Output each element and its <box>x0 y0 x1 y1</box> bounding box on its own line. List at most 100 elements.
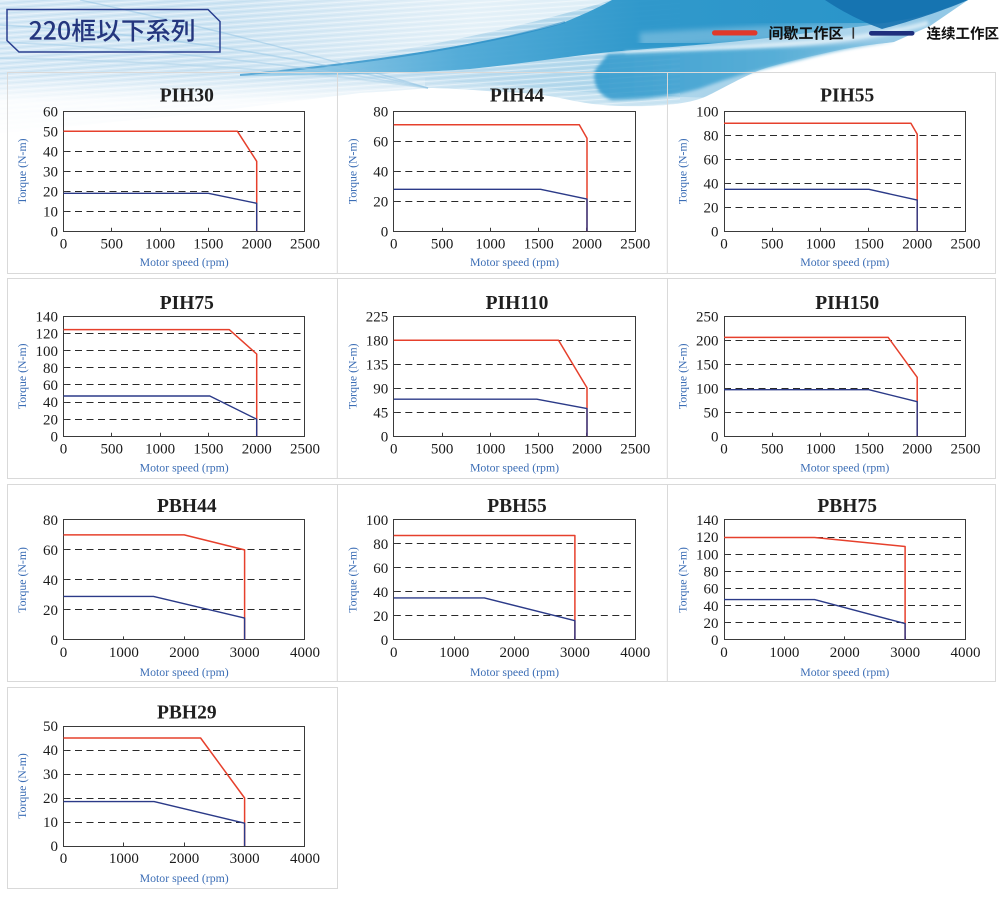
svg-text:Torque (N-m): Torque (N-m) <box>15 343 29 409</box>
svg-text:Motor speed (rpm): Motor speed (rpm) <box>800 460 889 474</box>
svg-text:PBH75: PBH75 <box>817 496 877 517</box>
svg-text:20: 20 <box>43 791 58 807</box>
svg-text:500: 500 <box>761 237 784 253</box>
svg-text:3000: 3000 <box>230 645 260 661</box>
svg-text:0: 0 <box>60 442 68 458</box>
svg-text:500: 500 <box>431 442 454 458</box>
svg-text:40: 40 <box>43 743 58 759</box>
svg-text:50: 50 <box>43 719 58 735</box>
svg-text:50: 50 <box>43 125 58 141</box>
svg-text:0: 0 <box>390 645 398 661</box>
svg-text:500: 500 <box>101 442 124 458</box>
svg-text:Torque (N-m): Torque (N-m) <box>676 343 690 409</box>
svg-text:250: 250 <box>696 310 719 326</box>
svg-text:2500: 2500 <box>290 442 320 458</box>
svg-text:20: 20 <box>43 185 58 201</box>
svg-text:20: 20 <box>704 616 719 632</box>
svg-text:3000: 3000 <box>560 645 590 661</box>
svg-text:1000: 1000 <box>109 851 139 867</box>
svg-text:PBH55: PBH55 <box>487 496 547 517</box>
svg-text:120: 120 <box>36 327 59 343</box>
svg-text:0: 0 <box>720 645 728 661</box>
svg-text:Torque (N-m): Torque (N-m) <box>345 343 359 409</box>
svg-text:2500: 2500 <box>951 237 981 253</box>
svg-text:140: 140 <box>36 310 59 326</box>
svg-text:30: 30 <box>43 165 58 181</box>
svg-text:Motor speed (rpm): Motor speed (rpm) <box>140 665 229 679</box>
svg-text:0: 0 <box>51 225 59 241</box>
svg-text:30: 30 <box>43 767 58 783</box>
svg-text:0: 0 <box>720 442 728 458</box>
svg-text:1000: 1000 <box>439 645 469 661</box>
svg-text:100: 100 <box>696 105 719 121</box>
svg-text:1000: 1000 <box>109 645 139 661</box>
svg-text:0: 0 <box>390 442 398 458</box>
svg-text:40: 40 <box>704 599 719 615</box>
svg-text:40: 40 <box>373 585 388 601</box>
svg-text:0: 0 <box>381 633 389 649</box>
svg-text:2500: 2500 <box>951 442 981 458</box>
svg-text:0: 0 <box>51 633 59 649</box>
svg-text:Torque (N-m): Torque (N-m) <box>15 753 29 819</box>
svg-text:140: 140 <box>696 513 719 529</box>
svg-text:40: 40 <box>43 145 58 161</box>
svg-text:50: 50 <box>704 406 719 422</box>
svg-text:20: 20 <box>43 412 58 428</box>
svg-text:40: 40 <box>704 177 719 193</box>
svg-text:2000: 2000 <box>500 645 530 661</box>
svg-text:2500: 2500 <box>290 237 320 253</box>
svg-text:180: 180 <box>366 334 389 350</box>
svg-text:0: 0 <box>381 430 389 446</box>
svg-text:3000: 3000 <box>890 645 920 661</box>
svg-text:20: 20 <box>704 201 719 217</box>
svg-text:2000: 2000 <box>169 645 199 661</box>
svg-text:10: 10 <box>43 205 58 221</box>
svg-text:1000: 1000 <box>145 442 175 458</box>
svg-text:3000: 3000 <box>230 851 260 867</box>
svg-text:Motor speed (rpm): Motor speed (rpm) <box>800 665 889 679</box>
svg-text:1500: 1500 <box>524 442 554 458</box>
svg-text:1000: 1000 <box>145 237 175 253</box>
svg-text:0: 0 <box>711 430 719 446</box>
svg-text:60: 60 <box>43 105 58 121</box>
svg-text:20: 20 <box>373 609 388 625</box>
svg-text:Torque (N-m): Torque (N-m) <box>676 547 690 613</box>
svg-text:20: 20 <box>43 603 58 619</box>
svg-text:2000: 2000 <box>242 237 272 253</box>
svg-text:0: 0 <box>60 645 68 661</box>
svg-text:Motor speed (rpm): Motor speed (rpm) <box>800 255 889 269</box>
svg-text:80: 80 <box>43 361 58 377</box>
svg-text:4000: 4000 <box>951 645 981 661</box>
svg-text:0: 0 <box>720 237 728 253</box>
svg-text:1000: 1000 <box>769 645 799 661</box>
svg-text:60: 60 <box>43 378 58 394</box>
svg-text:PIH75: PIH75 <box>160 293 214 314</box>
svg-text:80: 80 <box>373 537 388 553</box>
svg-text:4000: 4000 <box>620 645 650 661</box>
svg-text:1500: 1500 <box>193 442 223 458</box>
svg-text:Motor speed (rpm): Motor speed (rpm) <box>470 255 559 269</box>
svg-text:0: 0 <box>60 237 68 253</box>
svg-text:0: 0 <box>381 225 389 241</box>
svg-text:2500: 2500 <box>620 237 650 253</box>
svg-text:Torque (N-m): Torque (N-m) <box>345 138 359 204</box>
svg-text:PIH150: PIH150 <box>815 293 879 314</box>
svg-text:1500: 1500 <box>193 237 223 253</box>
svg-text:40: 40 <box>43 573 58 589</box>
svg-text:500: 500 <box>431 237 454 253</box>
svg-text:100: 100 <box>696 547 719 563</box>
svg-text:135: 135 <box>366 358 389 374</box>
svg-text:20: 20 <box>373 195 388 211</box>
svg-text:Motor speed (rpm): Motor speed (rpm) <box>140 871 229 885</box>
svg-text:40: 40 <box>43 395 58 411</box>
svg-text:500: 500 <box>101 237 124 253</box>
svg-text:Motor speed (rpm): Motor speed (rpm) <box>140 460 229 474</box>
svg-text:Motor speed (rpm): Motor speed (rpm) <box>140 255 229 269</box>
svg-text:1500: 1500 <box>524 237 554 253</box>
svg-text:120: 120 <box>696 530 719 546</box>
svg-text:1000: 1000 <box>806 237 836 253</box>
svg-text:1500: 1500 <box>854 442 884 458</box>
svg-text:PBH44: PBH44 <box>157 496 217 517</box>
svg-text:Torque (N-m): Torque (N-m) <box>676 138 690 204</box>
svg-text:Motor speed (rpm): Motor speed (rpm) <box>470 460 559 474</box>
